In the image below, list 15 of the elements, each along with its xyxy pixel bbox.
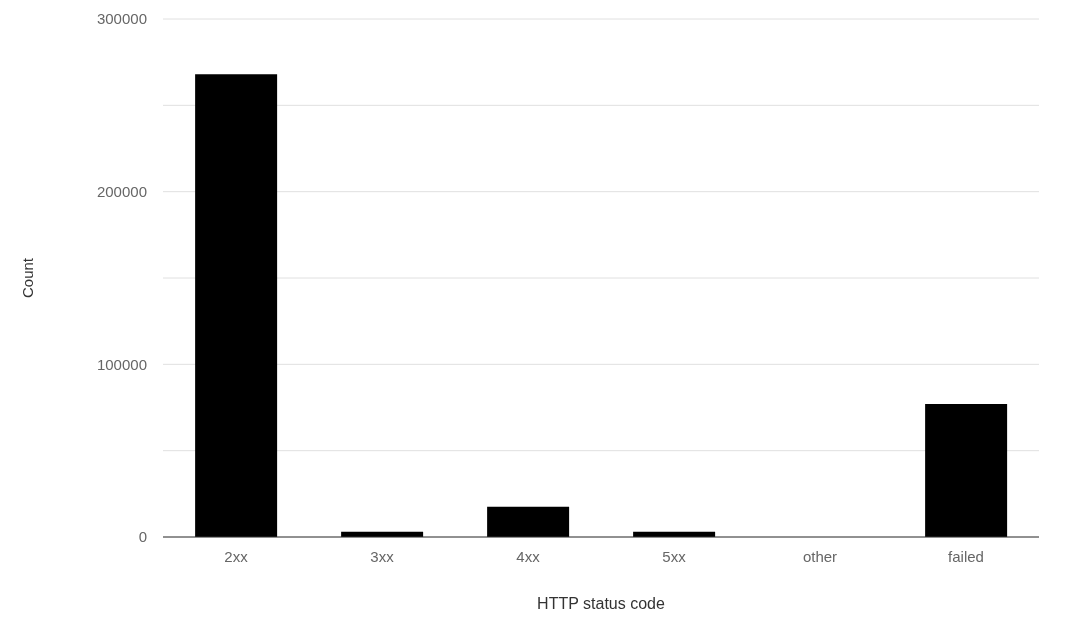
x-tick-label: failed xyxy=(948,547,984,565)
x-tick-label: 3xx xyxy=(370,547,395,565)
x-axis-title: HTTP status code xyxy=(537,595,665,612)
x-tick-label: other xyxy=(802,547,838,565)
bar xyxy=(487,506,570,537)
x-tick-label: 4xx xyxy=(516,547,541,565)
y-tick-label: 100000 xyxy=(96,355,147,373)
x-tick-label: 2xx xyxy=(224,547,249,565)
bar xyxy=(195,74,278,537)
x-tick-label: 5xx xyxy=(662,547,687,565)
y-tick-label: 0 xyxy=(138,528,147,546)
y-axis-title: Count xyxy=(19,257,37,299)
y-tick-label: 300000 xyxy=(96,10,147,28)
y-tick-label: 200000 xyxy=(96,182,147,200)
bar xyxy=(925,404,1008,537)
